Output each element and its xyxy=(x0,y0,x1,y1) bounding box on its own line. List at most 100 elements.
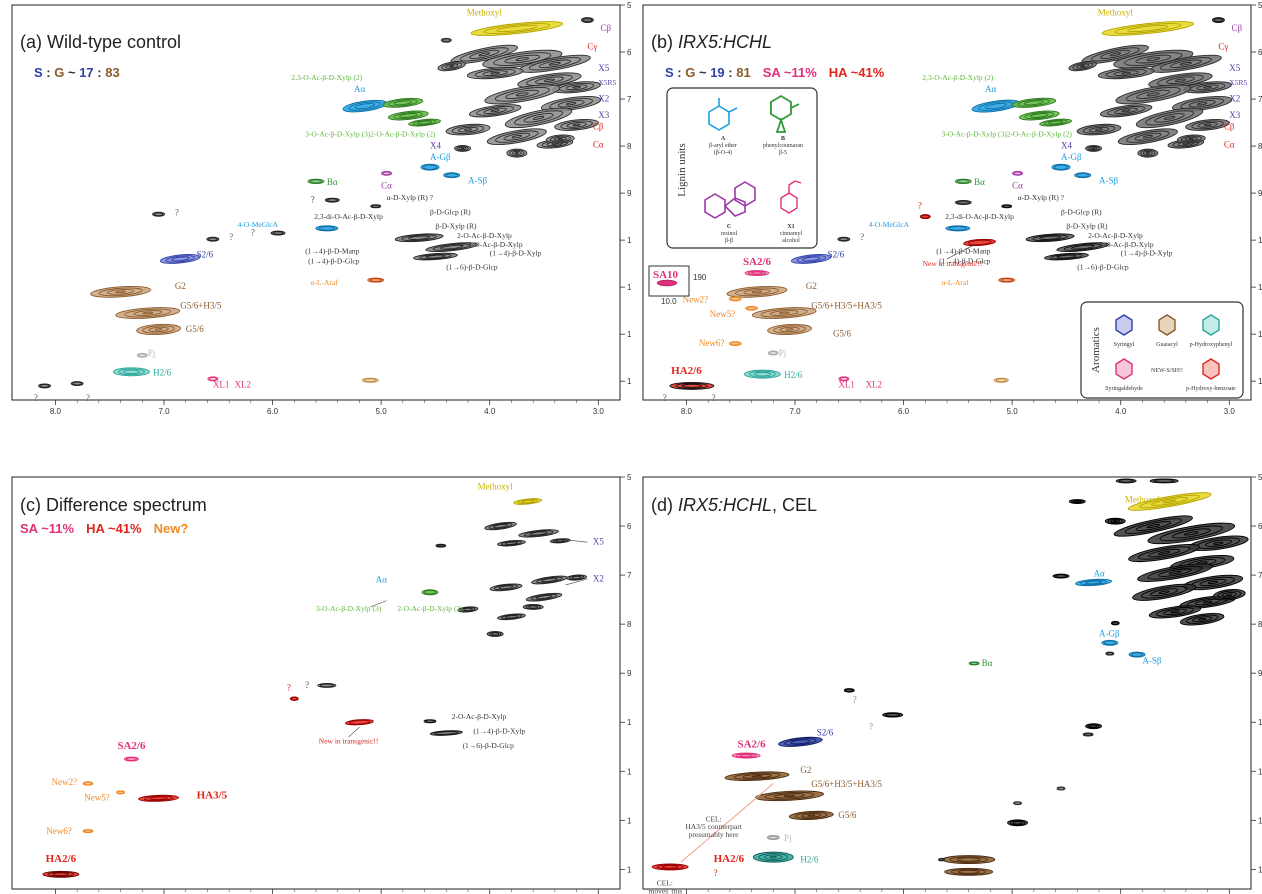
carbohydrate-contour xyxy=(1068,61,1097,72)
peak-label: (1→4)-β-D-Manp xyxy=(305,246,359,255)
carbohydrate-contour xyxy=(531,575,568,585)
peak-label: X5 xyxy=(1229,63,1240,73)
peak-label: (1→4)-β-D-Xylp xyxy=(473,727,525,736)
peak-label: CEL: xyxy=(657,879,673,888)
h26-contour xyxy=(752,851,794,863)
peak-label: G5/6 xyxy=(838,810,857,820)
peak-label: Bα xyxy=(327,177,338,187)
x-axis: 8.0 7.0 6.0 5.0 4.0 3.0 xyxy=(681,400,1235,416)
y-tick-label: 80 xyxy=(627,142,631,151)
carbohydrate-contour xyxy=(1171,96,1233,112)
peak-label: G2 xyxy=(175,281,186,291)
y-axis: 50 60 70 80 90 100 110 120 130 xyxy=(1251,473,1262,874)
peak-label: Pj xyxy=(148,348,156,358)
peak-label: 4-O-MeGlcA xyxy=(238,220,279,229)
carbohydrate-contour xyxy=(1137,563,1213,582)
y-tick-label: 130 xyxy=(627,865,631,874)
g56-contour xyxy=(788,810,834,821)
contour-peak xyxy=(1025,233,1075,243)
svg-text:B: B xyxy=(781,136,785,142)
peak-label: 2-O-Ac-β-D-Xylp (2) xyxy=(1007,130,1073,139)
y-tick-label: 60 xyxy=(1258,48,1262,57)
carbohydrate-contour xyxy=(554,118,599,131)
peak-label: ? xyxy=(86,393,90,403)
s26-contour xyxy=(159,253,201,264)
peak-label: ? xyxy=(34,393,38,403)
contour-peak xyxy=(324,197,340,203)
peak-label: 3-O-Ac-β-D-Xylp (3) xyxy=(942,130,1008,139)
contour-peak xyxy=(1013,801,1023,806)
peak-label: ? xyxy=(853,695,857,705)
contour-peak xyxy=(421,589,439,596)
carbohydrate-contour xyxy=(484,521,517,531)
peak-label: (1→6)-β-D-Glcp xyxy=(446,263,498,272)
panel-c: 8.07.06.05.04.03.0 50 60 70 80 90 100 110 120 13… xyxy=(0,447,631,894)
carbohydrate-contour xyxy=(486,128,547,145)
y-tick-label: 50 xyxy=(1258,473,1262,482)
carbohydrate-contour xyxy=(489,583,523,592)
contour-peak xyxy=(1115,478,1137,484)
y-tick-label: 60 xyxy=(1258,522,1262,531)
peak-label: Cβ xyxy=(1231,23,1242,33)
contour-peak xyxy=(381,170,393,176)
peak-label: New5? xyxy=(84,793,110,803)
y-tick-label: 80 xyxy=(1258,142,1262,151)
peak-label: (1→4)-β-D-Xylp xyxy=(1121,249,1173,258)
h26-contour xyxy=(743,369,781,379)
peak-label: ? xyxy=(860,232,864,242)
peak-label: X5R5 xyxy=(1229,78,1247,87)
panel-title: (c) Difference spectrum xyxy=(20,495,207,515)
contour-peak xyxy=(206,236,220,242)
contour-peak xyxy=(423,719,437,724)
leader-line xyxy=(370,600,387,608)
peak-label: Bα xyxy=(982,658,993,668)
svg-text:cinnamyl: cinnamyl xyxy=(780,231,803,237)
peak-label: α-D-Xylp (R) ? xyxy=(1018,193,1065,202)
carbohydrate-contour xyxy=(486,631,504,637)
contour-peak xyxy=(1085,723,1103,730)
peak-label: Cα xyxy=(1012,180,1023,190)
contour-peak xyxy=(1101,639,1119,646)
x-tick-label: 4.0 xyxy=(1115,407,1127,416)
inset-title: Lignin units xyxy=(676,143,688,196)
contour-peak xyxy=(938,857,946,862)
carbohydrate-contour xyxy=(435,543,447,548)
contour-peak xyxy=(394,233,444,243)
carbohydrate-contour xyxy=(450,44,519,65)
peak-label: Aα xyxy=(1094,569,1105,579)
y-tick-label: 130 xyxy=(1258,377,1262,386)
contour-peak xyxy=(429,730,463,736)
contour-peak xyxy=(1001,204,1013,209)
contour-peak xyxy=(1110,620,1120,626)
sg-ratio: S : G ~ 17 : 83 xyxy=(34,65,120,80)
peak-label: Cγ xyxy=(1218,42,1228,52)
contour-peak xyxy=(728,296,742,302)
y-tick-label: 70 xyxy=(627,95,631,104)
y-tick-label: 120 xyxy=(627,816,631,825)
panel-a-chart: 8.0 7.0 6.0 5.0 4.0 3.0 50 60 70 80 90 100 110 120 13… xyxy=(11,1,631,416)
contour-peak xyxy=(1128,651,1146,658)
y-tick-label: 110 xyxy=(1258,767,1262,776)
contour-peak xyxy=(837,236,851,242)
contour-peak xyxy=(1082,732,1094,737)
y-tick-label: 80 xyxy=(1258,620,1262,629)
contour-peak xyxy=(751,307,817,319)
y-axis: 50 60 70 80 90 100 110 120 130 xyxy=(620,1,631,386)
contour-peak xyxy=(968,661,980,666)
contour-peak xyxy=(580,17,594,23)
peak-label: (1→4)-β-D-Glcp xyxy=(939,257,991,266)
peak-label: X3 xyxy=(1229,110,1240,120)
peak-label: New2? xyxy=(52,777,78,787)
lignin-structure-x1: X1 cinnamyl alcohol xyxy=(780,180,803,244)
svg-text:resinol: resinol xyxy=(721,231,738,237)
peak-label: S2/6 xyxy=(828,250,845,260)
contour-peak xyxy=(1051,163,1071,171)
peak-label: New in transgenic!! xyxy=(923,259,983,268)
sa-alpha-inset: SA10 190 10.0 xyxy=(648,265,707,306)
panel-d: 8.07.06.05.04.03.0 50 60 70 80 90 100 110 120 13… xyxy=(631,447,1262,894)
svg-text:p-Hydroxyphenyl: p-Hydroxyphenyl xyxy=(1190,342,1233,348)
g2-contour xyxy=(90,285,151,298)
contour-peak xyxy=(123,756,139,762)
y-tick-label: 120 xyxy=(627,330,631,339)
leader-line xyxy=(565,539,588,543)
